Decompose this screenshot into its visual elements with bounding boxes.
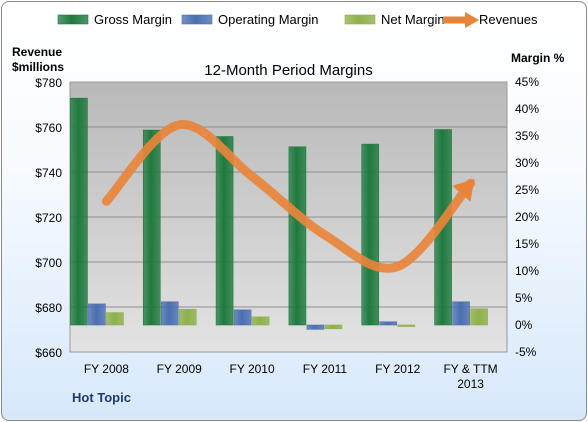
bar-operating-margin bbox=[452, 301, 470, 326]
y-right-tick-label: 20% bbox=[515, 210, 539, 224]
y-right-tick-label: 5% bbox=[515, 291, 533, 305]
y-left-tick-label: $760 bbox=[35, 121, 62, 135]
x-tick-label: FY 2010 bbox=[230, 362, 275, 376]
y-right-tick-label: 40% bbox=[515, 102, 539, 116]
legend-label: Operating Margin bbox=[218, 12, 318, 27]
bar-net-margin bbox=[324, 324, 343, 330]
legend-label: Gross Margin bbox=[94, 12, 172, 27]
y-right-tick-label: 25% bbox=[515, 183, 539, 197]
y-left-tick-label: $660 bbox=[35, 346, 62, 360]
revenues-line bbox=[101, 120, 476, 273]
legend-swatch bbox=[181, 14, 213, 25]
bar-net-margin bbox=[397, 324, 416, 327]
x-tick-label: FY 2009 bbox=[157, 362, 202, 376]
bar-operating-margin bbox=[88, 303, 106, 326]
bar-gross-margin bbox=[142, 129, 161, 326]
bar-gross-margin bbox=[288, 146, 307, 326]
y-right-tick-label: 15% bbox=[515, 237, 539, 251]
legend-swatch bbox=[57, 14, 89, 25]
y-left-axis-title: Revenue bbox=[12, 45, 62, 59]
chart-title: 12-Month Period Margins bbox=[204, 62, 372, 79]
x-tick-label: FY 2008 bbox=[84, 362, 129, 376]
bar-net-margin bbox=[106, 312, 124, 326]
bar-operating-margin bbox=[233, 309, 252, 326]
y-left-tick-label: $780 bbox=[35, 76, 62, 90]
x-tick-label: FY & TTM bbox=[443, 362, 497, 376]
x-tick-label: 2013 bbox=[457, 377, 484, 391]
y-right-tick-label: -5% bbox=[515, 345, 537, 359]
bar-net-margin bbox=[178, 309, 197, 326]
y-right-axis-title: Margin % bbox=[511, 51, 565, 65]
y-right-tick-label: 10% bbox=[515, 264, 539, 278]
bar-gross-margin bbox=[215, 136, 234, 326]
y-right-tick-label: 0% bbox=[515, 318, 533, 332]
bar-gross-margin bbox=[70, 97, 88, 326]
legend-label: Revenues bbox=[479, 12, 538, 27]
y-right-tick-label: 30% bbox=[515, 156, 539, 170]
legend-swatch bbox=[344, 14, 376, 25]
y-right-tick-label: 35% bbox=[515, 129, 539, 143]
legend-label: Net Margin bbox=[381, 12, 445, 27]
legend-swatch-arrow bbox=[465, 12, 479, 28]
x-tick-label: FY 2012 bbox=[375, 362, 420, 376]
bar-gross-margin bbox=[361, 143, 380, 326]
bar-operating-margin bbox=[306, 324, 325, 330]
y-left-tick-label: $700 bbox=[35, 256, 62, 270]
y-left-tick-label: $720 bbox=[35, 211, 62, 225]
bar-net-margin bbox=[470, 308, 488, 326]
x-tick-label: FY 2011 bbox=[303, 362, 348, 376]
revenues-arrowhead bbox=[452, 178, 475, 202]
company-name: Hot Topic bbox=[72, 390, 131, 405]
bar-operating-margin bbox=[160, 301, 179, 326]
y-left-tick-label: $680 bbox=[35, 301, 62, 315]
bar-operating-margin bbox=[379, 321, 398, 326]
y-right-tick-label: 45% bbox=[515, 75, 539, 89]
bar-net-margin bbox=[251, 316, 270, 326]
y-left-tick-label: $740 bbox=[35, 166, 62, 180]
y-left-axis-title: $millions bbox=[12, 60, 64, 74]
